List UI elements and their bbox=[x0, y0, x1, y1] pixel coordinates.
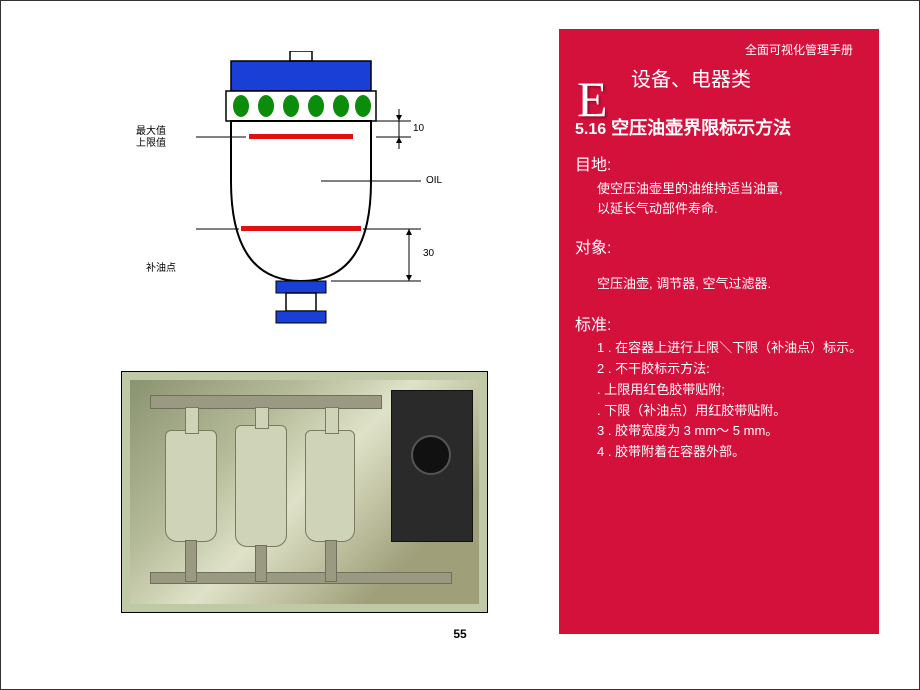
purpose-text: 使空压油壶里的油维持适当油量, 以延长气动部件寿命. bbox=[597, 179, 863, 221]
label-oil: OIL bbox=[426, 175, 442, 187]
object-label: 对象: bbox=[575, 236, 863, 262]
dim-top: 10 bbox=[413, 123, 424, 135]
purpose-label: 目地: bbox=[575, 153, 863, 179]
category-letter: E bbox=[577, 59, 608, 139]
section-title-text: 空压油壶界限标示方法 bbox=[611, 118, 791, 138]
dim-bottom: 30 bbox=[423, 248, 434, 260]
info-panel: 全面可视化管理手册 E 设备、电器类 5.16 空压油壶界限标示方法 目地: 使… bbox=[559, 29, 879, 634]
oil-vessel-diagram: 最大值 上限值 补油点 OIL 10 30 bbox=[81, 51, 501, 351]
label-refuel: 补油点 bbox=[146, 263, 176, 275]
standard-item-2a: . 上限用红色胶带贴附; bbox=[597, 380, 863, 401]
standard-item-2: 2 . 不干胶标示方法: bbox=[597, 359, 863, 380]
category-subtitle: 设备、电器类 bbox=[631, 64, 863, 96]
object-text: 空压油壶, 调节器, 空气过滤器. bbox=[597, 274, 863, 295]
label-max: 最大值 上限值 bbox=[136, 126, 166, 150]
standard-item-4: 4 . 胶带附着在容器外部。 bbox=[597, 442, 863, 463]
standard-item-2b: . 下限（补油点）用红胶带贴附。 bbox=[597, 401, 863, 422]
manual-header: 全面可视化管理手册 bbox=[575, 41, 863, 60]
equipment-photo bbox=[121, 371, 488, 613]
standard-item-3: 3 . 胶带宽度为 3 mm～ 5 mm。 bbox=[597, 421, 863, 442]
section-title: 5.16 空压油壶界限标示方法 bbox=[575, 114, 863, 143]
standard-item-1: 1 . 在容器上进行上限＼下限（补油点）标示。 bbox=[597, 338, 863, 359]
photo-content bbox=[130, 380, 479, 604]
vessel-svg bbox=[81, 51, 501, 391]
standard-label: 标准: bbox=[575, 313, 863, 339]
